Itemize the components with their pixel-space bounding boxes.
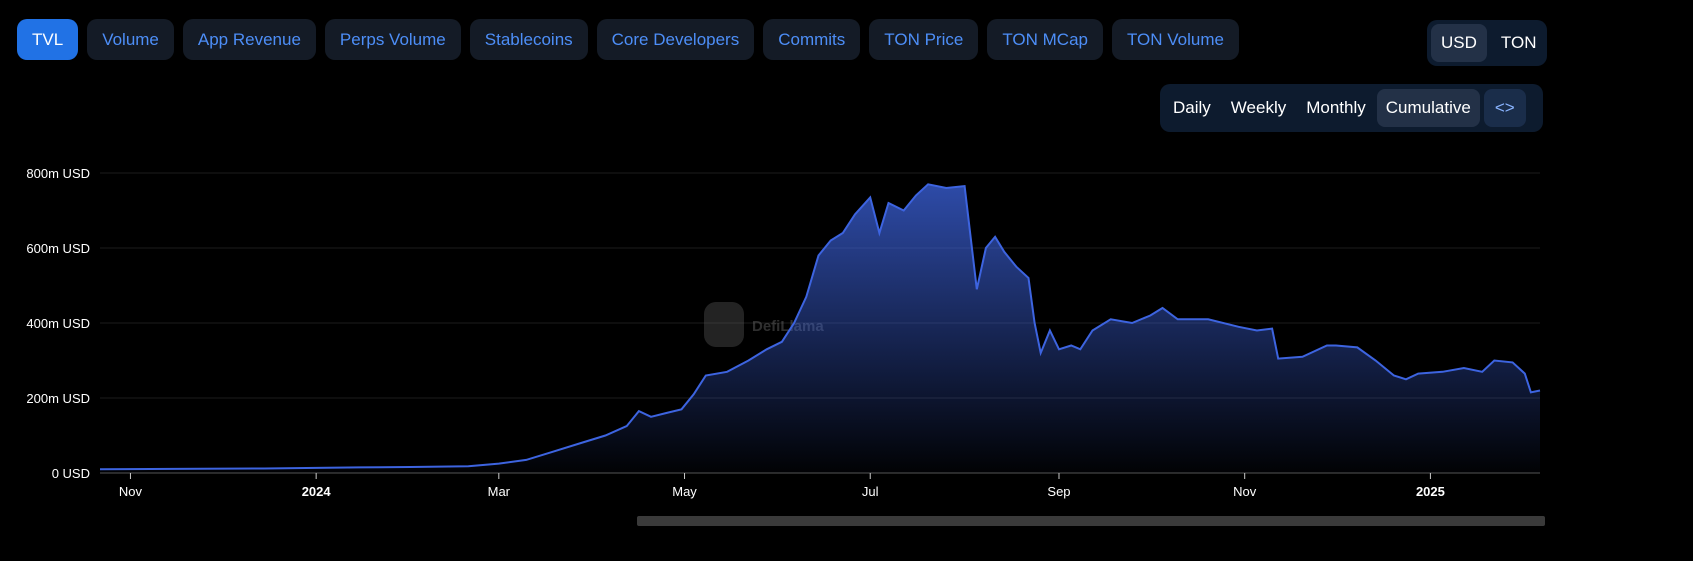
tvl-area: [100, 184, 1540, 474]
y-tick-label: 400m USD: [26, 316, 90, 331]
embed-code-icon[interactable]: <>: [1483, 89, 1526, 127]
period-monthly-button[interactable]: Monthly: [1306, 98, 1366, 117]
y-tick-label: 800m USD: [26, 166, 90, 181]
tab-ton-price[interactable]: TON Price: [869, 19, 979, 60]
x-tick-label: 2025: [1416, 484, 1445, 499]
period-cumulative-button[interactable]: Cumulative: [1376, 89, 1480, 127]
tab-stablecoins[interactable]: Stablecoins: [469, 19, 588, 60]
x-tick-label: Nov: [119, 484, 143, 499]
period-daily-button[interactable]: Daily: [1173, 98, 1211, 117]
tab-core-developers[interactable]: Core Developers: [596, 19, 755, 60]
tab-tvl[interactable]: TVL: [17, 19, 79, 60]
currency-toggle: USD TON: [1427, 20, 1547, 66]
period-weekly-button[interactable]: Weekly: [1230, 98, 1287, 117]
y-tick-label: 600m USD: [26, 241, 90, 256]
currency-usd-button[interactable]: USD: [1431, 24, 1487, 62]
y-tick-label: 0 USD: [52, 466, 90, 481]
y-tick-label: 200m USD: [26, 391, 90, 406]
tab-perps-volume[interactable]: Perps Volume: [324, 19, 461, 60]
tab-ton-volume[interactable]: TON Volume: [1111, 19, 1239, 60]
x-tick-label: May: [672, 484, 697, 499]
x-tick-label: Nov: [1233, 484, 1257, 499]
x-tick-label: Mar: [488, 484, 511, 499]
tab-app-revenue[interactable]: App Revenue: [182, 19, 316, 60]
metric-tabs: TVL Volume App Revenue Perps Volume Stableco…: [17, 19, 1239, 60]
x-tick-label: 2024: [302, 484, 332, 499]
x-tick-label: Jul: [862, 484, 879, 499]
tvl-line: [99, 183, 1541, 471]
x-tick-label: Sep: [1047, 484, 1070, 499]
period-toggle: Daily Weekly Monthly Cumulative <>: [1160, 84, 1543, 132]
chart-range-scrollbar[interactable]: [637, 516, 1545, 526]
tab-commits[interactable]: Commits: [763, 19, 861, 60]
currency-ton-button[interactable]: TON: [1500, 33, 1537, 52]
tab-volume[interactable]: Volume: [87, 19, 174, 60]
tab-ton-mcap[interactable]: TON MCap: [987, 19, 1103, 60]
